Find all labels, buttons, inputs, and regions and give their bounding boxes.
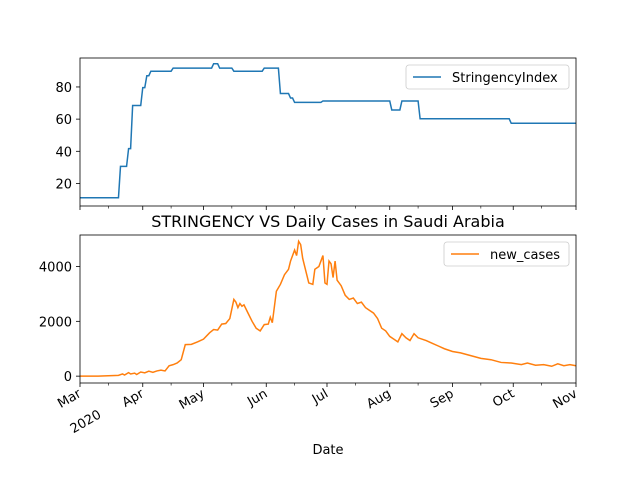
cases-legend: new_cases <box>443 241 570 267</box>
x-tick-label: Jun <box>244 386 270 410</box>
x-tick-label: Mar <box>55 386 84 412</box>
x-tick-label: Aug <box>364 386 393 412</box>
stringency-y-tick-label: 40 <box>55 145 72 160</box>
x-tick-label: May <box>177 386 208 413</box>
cases-y-tick-label: 2000 <box>39 315 72 330</box>
stringency-y-tick-label: 80 <box>55 81 72 96</box>
stringency-legend: StringencyIndex <box>405 64 570 90</box>
cases-axes: STRINGENCY VS Daily Cases in Saudi Arabi… <box>39 212 580 458</box>
cases-y-tick-label: 0 <box>64 370 72 385</box>
x-tick-label: Apr <box>120 386 148 411</box>
stringency-legend-label: StringencyIndex <box>452 71 558 86</box>
stringency-y-tick-label: 60 <box>55 113 72 128</box>
stringency-x-ticks <box>79 206 577 210</box>
x-tick-label: Jul <box>309 386 331 407</box>
stringency-y-ticks: 20 40 60 80 <box>55 81 80 192</box>
x-tick-label: Oct <box>490 386 517 410</box>
x-tick-sublabel: 2020 <box>68 407 104 437</box>
cases-y-tick-label: 4000 <box>39 261 72 276</box>
cases-y-ticks: 0 2000 4000 <box>39 261 80 385</box>
cases-axes-frame <box>79 234 577 384</box>
cases-legend-box <box>443 241 570 267</box>
x-tick-label: Nov <box>551 386 581 412</box>
stringency-y-tick-label: 20 <box>55 177 72 192</box>
x-tick-label: Sep <box>428 386 457 411</box>
cases-legend-label: new_cases <box>490 248 560 263</box>
stringency-axes-frame <box>79 57 577 207</box>
chart-title: STRINGENCY VS Daily Cases in Saudi Arabi… <box>151 212 505 231</box>
x-axis-label: Date <box>312 443 343 458</box>
cases-series-line <box>79 239 577 377</box>
stringency-legend-box <box>405 64 570 90</box>
stringency-axes: 20 40 60 80 StringencyIndex <box>55 57 577 210</box>
stringency-series-line <box>80 63 576 199</box>
